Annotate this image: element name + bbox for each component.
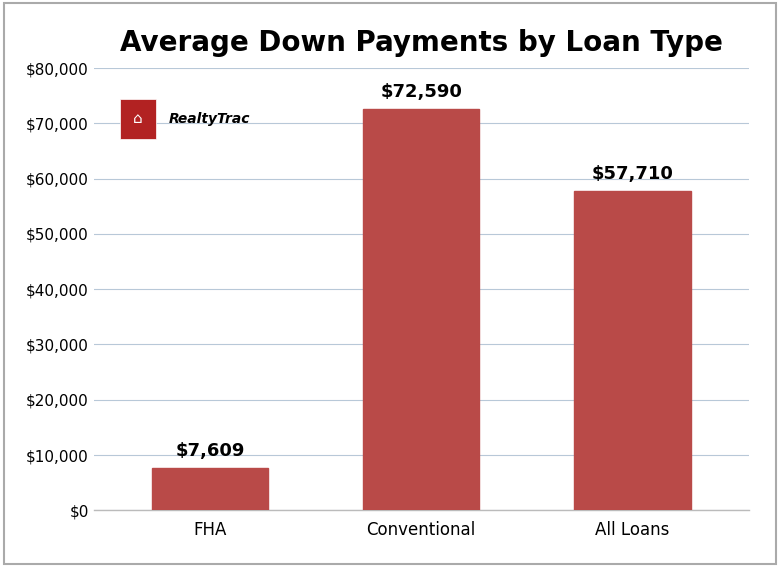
Bar [574,191,690,510]
Text: ⌂: ⌂ [133,111,143,126]
Bar [152,468,268,510]
Text: $72,590: $72,590 [381,83,462,101]
Text: RealtyTrac: RealtyTrac [169,112,250,126]
FancyBboxPatch shape [120,99,156,139]
Text: $57,710: $57,710 [591,165,673,183]
Bar [363,109,480,510]
Title: Average Down Payments by Loan Type: Average Down Payments by Loan Type [120,29,722,57]
Text: $7,609: $7,609 [176,442,245,460]
